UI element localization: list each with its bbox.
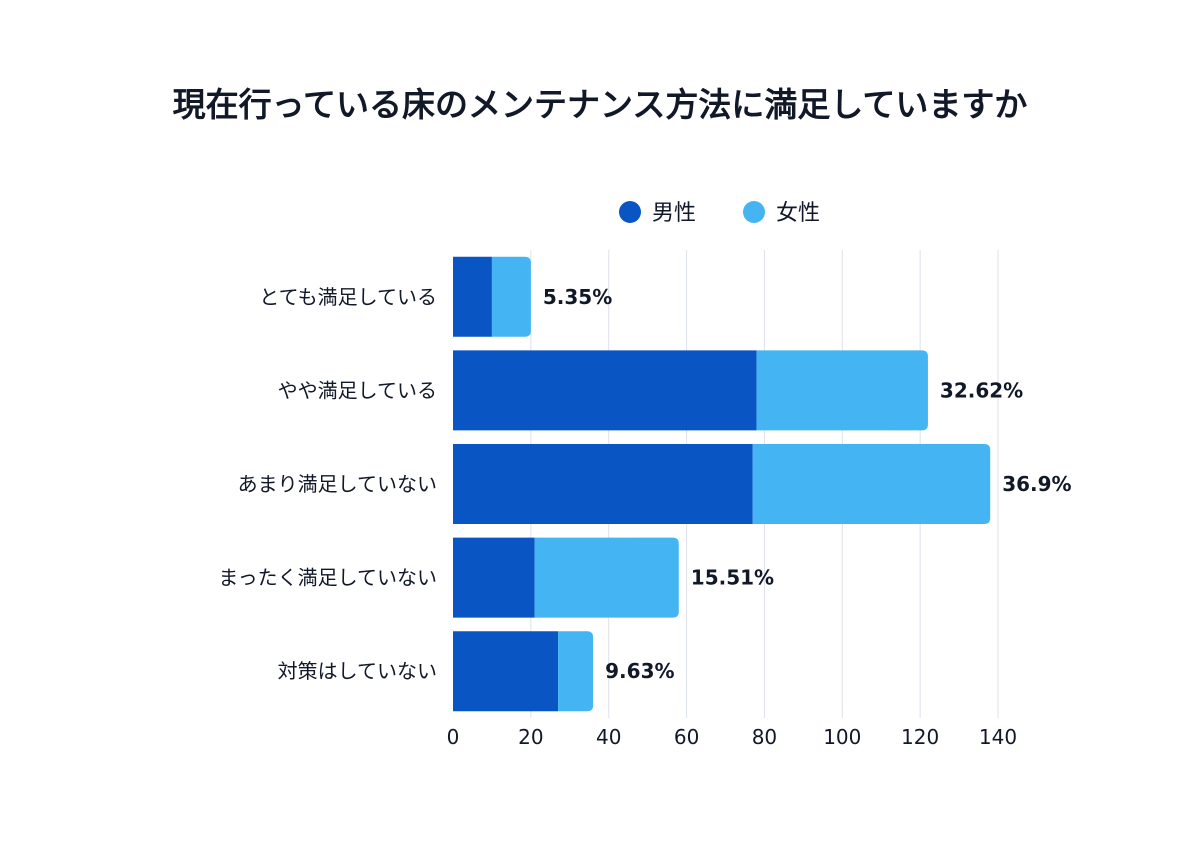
x-axis-ticks: 0 20 40 60 80 100 120 140 bbox=[447, 725, 1017, 749]
bars-layer bbox=[453, 256, 991, 712]
data-label: 15.51% bbox=[691, 566, 774, 590]
category-label: あまり満足していない bbox=[238, 472, 437, 496]
chart-title: 現在行っている床のメンテナンス方法に満足していますか bbox=[173, 85, 1028, 124]
bar-segment bbox=[453, 537, 535, 618]
x-tick-label: 120 bbox=[901, 725, 939, 749]
data-label: 32.62% bbox=[940, 378, 1023, 402]
bar-segment bbox=[752, 444, 991, 524]
legend: 男性 女性 bbox=[619, 201, 820, 226]
data-label: 36.9% bbox=[1002, 472, 1071, 496]
legend-label: 女性 bbox=[776, 201, 820, 226]
x-tick-label: 80 bbox=[752, 725, 777, 749]
x-tick-label: 140 bbox=[979, 725, 1017, 749]
x-tick-label: 60 bbox=[674, 725, 699, 749]
bar-segment bbox=[558, 631, 594, 712]
data-label: 9.63% bbox=[605, 659, 674, 683]
bar-segment bbox=[534, 537, 679, 618]
data-label: 5.35% bbox=[543, 285, 612, 309]
category-label: 対策はしていない bbox=[278, 659, 437, 683]
x-tick-label: 40 bbox=[596, 725, 621, 749]
bar-segment bbox=[453, 444, 753, 524]
x-tick-label: 0 bbox=[447, 725, 460, 749]
bar-segment bbox=[453, 350, 757, 431]
category-label: まったく満足していない bbox=[218, 566, 437, 590]
category-label: とても満足している bbox=[259, 285, 437, 309]
labels-layer: とても満足している 5.35% やや満足している 32.62% あまり満足していない 36… bbox=[218, 285, 1071, 683]
legend-label: 男性 bbox=[652, 201, 696, 226]
bar-segment bbox=[491, 256, 531, 337]
bar-segment bbox=[756, 350, 928, 431]
legend-swatch bbox=[743, 201, 765, 223]
bar-segment bbox=[453, 631, 559, 712]
category-label: やや満足している bbox=[278, 378, 437, 402]
x-tick-label: 20 bbox=[518, 725, 543, 749]
x-tick-label: 100 bbox=[823, 725, 861, 749]
bar-segment bbox=[453, 256, 492, 337]
legend-swatch bbox=[619, 201, 641, 223]
